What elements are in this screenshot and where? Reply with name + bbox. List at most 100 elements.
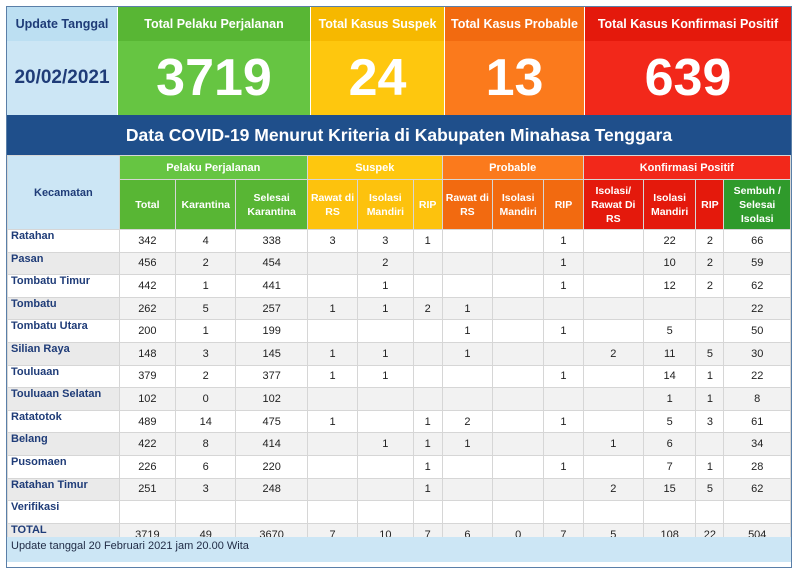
table-cell: 11: [642, 341, 697, 366]
table-cell: [357, 319, 414, 343]
table-cell: 1: [412, 477, 443, 502]
table-cell: 2: [695, 229, 725, 253]
table-cell: [357, 454, 414, 479]
table-cell: [306, 274, 359, 298]
suspect-label: Total Kasus Suspek: [311, 7, 444, 41]
group-header-probable: Probable: [441, 155, 584, 180]
table-cell: [412, 251, 443, 276]
table-cell: 30: [723, 341, 791, 366]
table-cell: 3: [695, 409, 725, 434]
table-cell: 1: [357, 296, 414, 321]
col-header: Isolasi/ Rawat Di RS: [582, 179, 644, 230]
table-cell: [582, 387, 644, 411]
table-cell: 6: [642, 432, 697, 456]
table-row: Touluaan Selatan 102 0 102 1 1 8: [7, 387, 791, 411]
table-cell: 220: [235, 454, 308, 479]
kecamatan-name: Touluaan: [7, 364, 120, 389]
table-cell: [441, 251, 494, 276]
table-cell: 1: [543, 319, 584, 343]
table-cell: [582, 296, 644, 321]
table-cell: 1: [412, 432, 443, 456]
update-date-value: 20/02/2021: [14, 67, 110, 88]
table-cell: 1: [695, 387, 725, 411]
table-cell: [441, 387, 494, 411]
table-cell: [492, 319, 545, 343]
table-cell: 15: [642, 477, 697, 502]
table-cell: 200: [118, 319, 177, 343]
table-cell: [582, 409, 644, 434]
table-row: Ratahan 342 4 338 3 3 1 1 22 2 66: [7, 229, 791, 253]
table-cell: 5: [642, 319, 697, 343]
summary-row: Update Tanggal 20/02/2021 Total Pelaku P…: [7, 7, 791, 115]
kecamatan-name: Tombatu: [7, 296, 120, 321]
suspect-value: 24: [348, 49, 407, 107]
table-cell: 1: [543, 274, 584, 298]
table-cell: [441, 500, 494, 524]
table-cell: 454: [235, 251, 308, 276]
table-row: Tombatu Timur 442 1 441 1 1 12 2 62: [7, 274, 791, 298]
table-cell: [441, 477, 494, 502]
kecamatan-name: Belang: [7, 432, 120, 456]
table-cell: [543, 296, 584, 321]
table-cell: 1: [441, 432, 494, 456]
table-cell: 1: [306, 341, 359, 366]
table-cell: 1: [543, 409, 584, 434]
col-header: Total: [118, 179, 177, 230]
group-header-suspect: Suspek: [306, 155, 443, 180]
table-cell: 1: [306, 364, 359, 389]
kecamatan-name: Verifikasi: [7, 500, 120, 524]
table-cell: 0: [175, 387, 237, 411]
table-row: Tombatu 262 5 257 1 1 2 1 22: [7, 296, 791, 321]
table-cell: 148: [118, 341, 177, 366]
table-row: Silian Raya 148 3 145 1 1 1 2 11 5 30: [7, 341, 791, 366]
table-cell: 251: [118, 477, 177, 502]
table-cell: 2: [412, 296, 443, 321]
table-cell: 1: [543, 251, 584, 276]
table-cell: [492, 229, 545, 253]
table-cell: 1: [543, 229, 584, 253]
table-cell: 1: [412, 229, 443, 253]
table-cell: [492, 454, 545, 479]
table-cell: [492, 387, 545, 411]
table-cell: 1: [175, 319, 237, 343]
table-cell: [412, 319, 443, 343]
col-header: RIP: [543, 179, 584, 230]
table-cell: [412, 341, 443, 366]
travelers-value: 3719: [156, 49, 272, 107]
table-cell: 248: [235, 477, 308, 502]
probable-card: Total Kasus Probable 13: [445, 7, 585, 115]
table-row: Ratahan Timur 251 3 248 1 2 15 5 62: [7, 477, 791, 502]
table-cell: 3: [306, 229, 359, 253]
table-cell: [582, 319, 644, 343]
table-cell: [306, 477, 359, 502]
table-row: Pusomaen 226 6 220 1 1 7 1 28: [7, 454, 791, 479]
table-cell: 5: [695, 341, 725, 366]
table-cell: 1: [412, 454, 443, 479]
table-cell: [357, 387, 414, 411]
table-cell: 10: [642, 251, 697, 276]
table-row: Ratatotok 489 14 475 1 1 2 1 5 3 61: [7, 409, 791, 434]
table-cell: 59: [723, 251, 791, 276]
travelers-card: Total Pelaku Perjalanan 3719: [118, 7, 311, 115]
kecamatan-table: Kecamatan Pelaku Perjalanan Suspek Proba…: [7, 155, 792, 547]
table-cell: 8: [723, 387, 791, 411]
kecamatan-header: Kecamatan: [7, 155, 120, 230]
table-cell: 14: [175, 409, 237, 434]
table-cell: 1: [412, 409, 443, 434]
table-cell: [412, 364, 443, 389]
table-cell: [412, 387, 443, 411]
table-cell: 5: [695, 477, 725, 502]
group-header-travelers: Pelaku Perjalanan: [118, 155, 308, 180]
col-header: Rawat di RS: [441, 179, 494, 230]
table-cell: [642, 500, 697, 524]
table-cell: 414: [235, 432, 308, 456]
table-cell: [412, 500, 443, 524]
table-cell: [543, 500, 584, 524]
table-cell: 379: [118, 364, 177, 389]
table-cell: [306, 387, 359, 411]
table-cell: 1: [642, 387, 697, 411]
table-cell: 2: [441, 409, 494, 434]
travelers-label: Total Pelaku Perjalanan: [118, 7, 310, 41]
kecamatan-name: Tombatu Utara: [7, 319, 120, 343]
table-cell: 1: [441, 341, 494, 366]
